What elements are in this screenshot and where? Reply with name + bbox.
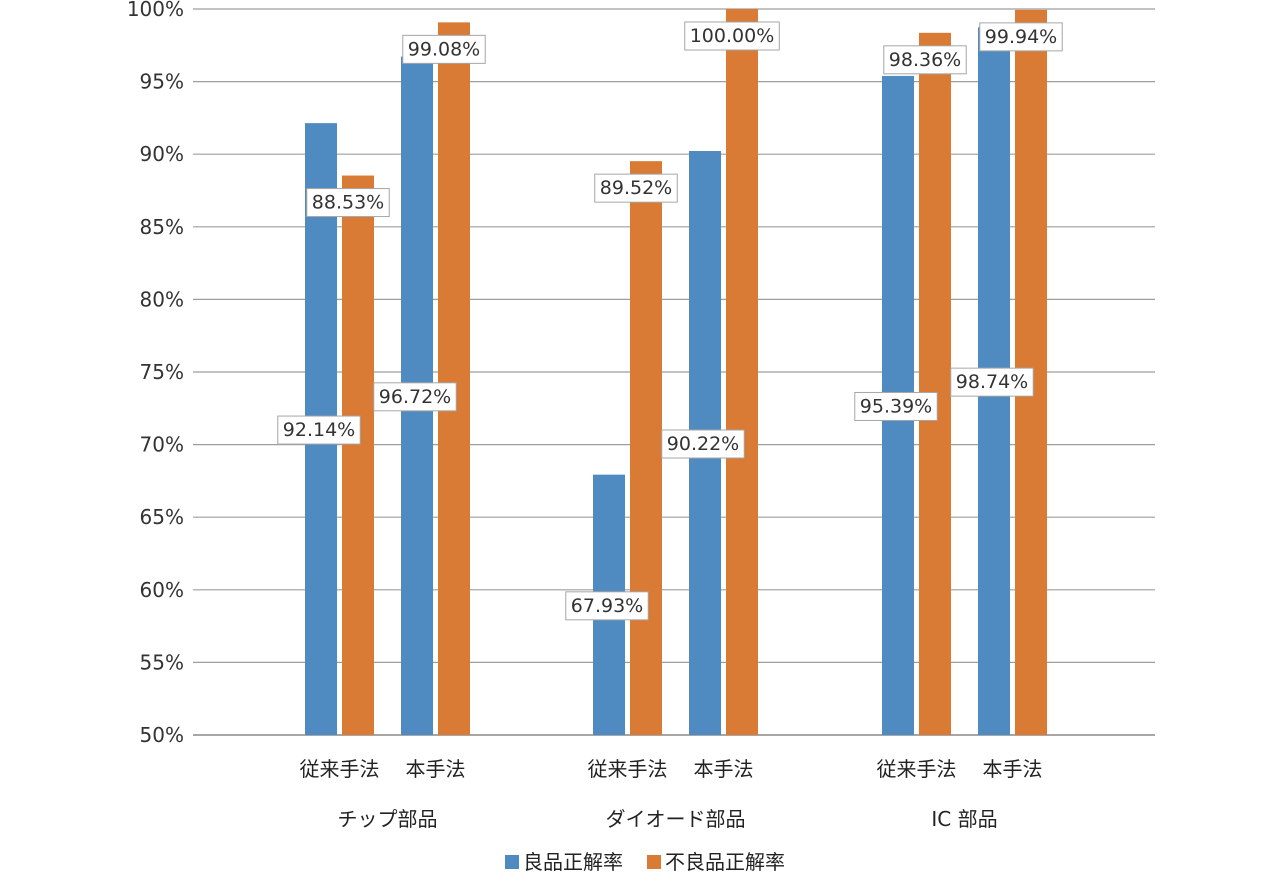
data-label-defect-accuracy: 89.52%	[594, 173, 678, 203]
x-category-label: 従来手法	[588, 757, 668, 781]
data-label-good-accuracy: 95.39%	[854, 391, 938, 421]
y-tick-label: 80%	[140, 287, 184, 311]
x-category-label: 本手法	[694, 757, 754, 781]
data-labels: 92.14% 96.72% 67.93% 90.22% 95.39% 98.74% 88.5…	[277, 21, 1063, 621]
data-label-text: 98.36%	[889, 49, 961, 71]
y-tick-label: 70%	[140, 433, 184, 457]
data-label-box	[661, 429, 745, 459]
y-tick-label: 85%	[140, 215, 184, 239]
data-label-text: 96.72%	[379, 386, 451, 408]
data-label-box	[402, 34, 486, 64]
data-label-text: 92.14%	[283, 419, 355, 441]
data-label-defect-accuracy: 98.36%	[883, 45, 967, 75]
y-tick-label: 65%	[140, 505, 184, 529]
data-label-defect-accuracy: 100.00%	[684, 21, 780, 51]
x-category-label: 従来手法	[877, 757, 957, 781]
x-category-label: 従来手法	[300, 757, 380, 781]
x-axis-category-labels: 従来手法 本手法 従来手法 本手法 従来手法 本手法	[300, 757, 1043, 781]
data-label-defect-accuracy: 88.53%	[306, 188, 390, 218]
y-axis-tick-labels: 50% 55% 60% 65% 70% 75% 80% 85% 90% 95% 100%	[127, 0, 184, 747]
data-label-text: 95.39%	[860, 395, 932, 417]
data-label-text: 90.22%	[667, 433, 739, 455]
data-label-defect-accuracy: 99.08%	[402, 34, 486, 64]
x-category-label: 本手法	[406, 757, 466, 781]
y-tick-label: 60%	[140, 578, 184, 602]
bar-defect-accuracy	[342, 175, 374, 735]
data-label-box	[306, 188, 390, 218]
data-label-text: 88.53%	[312, 192, 384, 214]
data-label-good-accuracy: 96.72%	[373, 382, 457, 412]
data-label-box	[565, 591, 649, 621]
y-tick-label: 55%	[140, 650, 184, 674]
y-tick-label: 50%	[140, 723, 184, 747]
legend-swatch	[647, 855, 661, 869]
data-label-good-accuracy: 92.14%	[277, 415, 361, 445]
x-group-label: ダイオード部品	[606, 807, 746, 831]
legend: 良品正解率 不良品正解率	[505, 850, 785, 874]
bar-defect-accuracy	[438, 22, 470, 736]
legend-label: 良品正解率	[523, 850, 623, 874]
x-axis-group-labels: チップ部品 ダイオード部品 IC 部品	[338, 807, 998, 831]
legend-item-good-accuracy: 良品正解率	[505, 850, 623, 874]
data-label-good-accuracy: 90.22%	[661, 429, 745, 459]
data-label-text: 67.93%	[571, 595, 643, 617]
data-label-text: 89.52%	[600, 177, 672, 199]
data-label-box	[373, 382, 457, 412]
data-label-box	[854, 391, 938, 421]
data-label-box	[684, 21, 780, 51]
y-tick-label: 75%	[140, 360, 184, 384]
y-tick-label: 90%	[140, 142, 184, 166]
data-label-box	[950, 367, 1034, 397]
legend-item-defect-accuracy: 不良品正解率	[647, 850, 785, 874]
x-group-label: IC 部品	[931, 807, 997, 831]
data-label-good-accuracy: 67.93%	[565, 591, 649, 621]
data-label-box	[277, 415, 361, 445]
bar-defect-accuracy	[919, 32, 951, 735]
y-tick-label: 100%	[127, 0, 184, 21]
x-category-label: 本手法	[983, 757, 1043, 781]
y-tick-label: 95%	[140, 70, 184, 94]
data-label-box	[594, 173, 678, 203]
data-label-box	[979, 22, 1063, 52]
data-label-defect-accuracy: 99.94%	[979, 22, 1063, 52]
legend-label: 不良品正解率	[665, 850, 785, 874]
data-label-text: 98.74%	[956, 371, 1028, 393]
data-label-text: 100.00%	[690, 25, 775, 47]
data-label-text: 99.08%	[408, 38, 480, 60]
bar-defect-accuracy	[630, 161, 662, 735]
data-label-text: 99.94%	[985, 26, 1057, 48]
bar-defect-accuracy	[726, 9, 758, 735]
x-group-label: チップ部品	[338, 807, 438, 831]
legend-swatch	[505, 855, 519, 869]
data-label-good-accuracy: 98.74%	[950, 367, 1034, 397]
data-label-box	[883, 45, 967, 75]
